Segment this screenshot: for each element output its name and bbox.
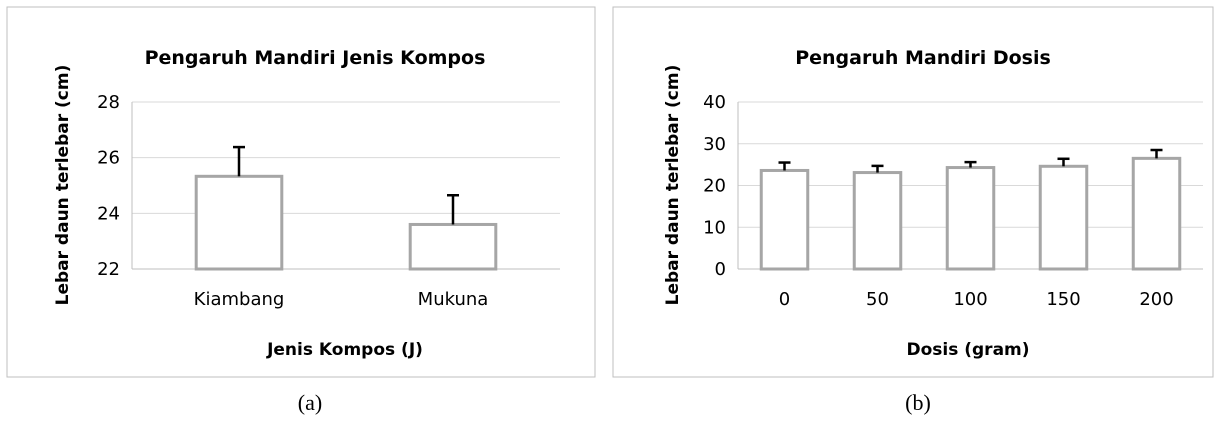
caption-a: (a) [297,390,323,415]
chart-0-x-tick-label: Kiambang [194,289,285,310]
chart-1-x-tick-label: 100 [953,289,987,310]
chart-b-frame [612,6,1214,378]
chart-a: Pengaruh Mandiri Jenis Kompos Lebar daun… [6,6,596,378]
chart-1-y-tick-label: 20 [703,176,726,197]
chart-0-y-tick-label: 26 [97,148,120,169]
chart-b-x-axis-title: Dosis (gram) [906,340,1029,360]
chart-0-y-tick-label: 24 [97,203,120,224]
chart-1-x-tick-label: 150 [1046,289,1080,310]
chart-1-x-tick-label: 50 [866,289,889,310]
chart-1-x-tick-label: 200 [1139,289,1173,310]
chart-a-y-axis-title: Lebar daun terlebar (cm) [53,65,73,306]
chart-1-bar [945,166,996,271]
chart-b-title: Pengaruh Mandiri Dosis [795,47,1051,69]
chart-0-bar [194,174,284,271]
chart-a-x-axis-title: Jenis Kompos (J) [266,340,423,360]
chart-1-y-tick-label: 10 [703,217,726,238]
chart-a-frame [6,6,596,378]
chart-0-bar [408,222,498,271]
caption-b: (b) [905,390,931,415]
chart-1-x-tick-label: 0 [779,289,790,310]
chart-1-bar [1038,164,1089,271]
chart-1-bar [759,168,810,271]
chart-1-y-tick-label: 40 [703,92,726,113]
chart-1-y-tick-label: 0 [715,259,726,280]
chart-0-y-tick-label: 22 [97,259,120,280]
chart-a-plot-area: 22 24 26 28 Kiambang Mukuna [97,92,560,310]
chart-b-plot-area: 0 10 20 30 40 0 50 100 150 200 [703,92,1203,310]
chart-0-y-tick-label: 28 [97,92,120,113]
chart-b-y-axis-title: Lebar daun terlebar (cm) [663,65,683,306]
chart-0-x-tick-label: Mukuna [418,289,489,310]
chart-1-bar [852,171,903,271]
chart-a-title: Pengaruh Mandiri Jenis Kompos [145,47,486,69]
chart-b: Pengaruh Mandiri Dosis Lebar daun terleb… [612,6,1214,378]
chart-1-bar [1131,156,1182,271]
chart-1-y-tick-label: 30 [703,134,726,155]
